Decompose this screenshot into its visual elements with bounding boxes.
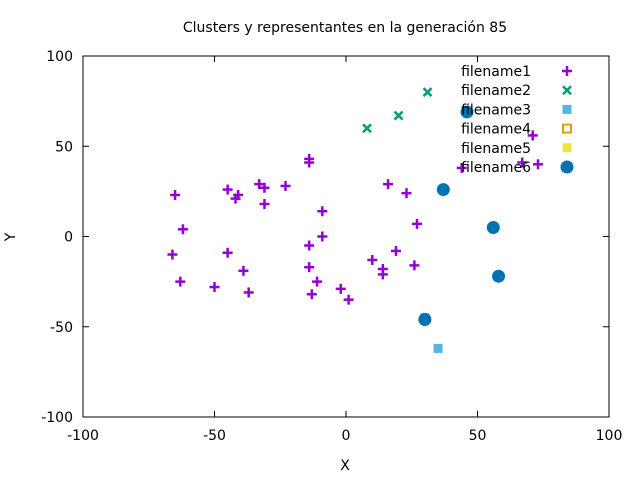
- x-tick-label: 0: [342, 428, 351, 444]
- data-point-filename1: [175, 276, 186, 287]
- data-point-filename1: [222, 247, 233, 258]
- data-point-filename1: [317, 231, 328, 242]
- x-axis: -100 -50 0 50 100: [67, 56, 622, 444]
- data-point-filename1: [304, 240, 315, 251]
- legend-marker: [562, 85, 572, 96]
- legend-label: filename3: [461, 102, 531, 118]
- data-point-filename1: [456, 162, 467, 173]
- legend-marker: [562, 123, 572, 134]
- data-point-filename1: [367, 254, 378, 265]
- legend-marker: [560, 160, 574, 174]
- data-point-filename6: [492, 269, 506, 283]
- data-point-filename2: [393, 110, 404, 121]
- data-point-filename1: [401, 188, 412, 199]
- data-point-filename1: [343, 294, 354, 305]
- data-point-filename2: [422, 87, 433, 97]
- legend: filename1 filename2 filename3 filename4 file…: [461, 64, 574, 176]
- legend-marker: [562, 66, 572, 76]
- data-point-filename1: [222, 184, 233, 195]
- data-point-filename1: [243, 287, 254, 298]
- data-point-filename1: [167, 249, 178, 260]
- data-point-filename1: [527, 130, 538, 141]
- y-tick-label: 50: [55, 139, 73, 155]
- data-point-filename6: [486, 220, 500, 234]
- legend-label: filename4: [461, 122, 531, 138]
- y-axis-label: Y: [3, 232, 19, 242]
- x-tick-label: -50: [203, 428, 226, 444]
- legend-marker: [562, 104, 572, 114]
- data-point-filename1: [312, 276, 323, 287]
- data-point-filename1: [532, 159, 543, 170]
- data-point-filename1: [238, 265, 249, 276]
- data-point-filename1: [335, 283, 346, 294]
- chart-title: Clusters y representantes en la generaci…: [183, 20, 507, 36]
- x-tick-label: 100: [596, 428, 623, 444]
- data-point-filename6: [460, 105, 474, 119]
- data-point-filename1: [517, 157, 528, 168]
- data-point-filename1: [177, 224, 188, 235]
- data-point-filename1: [377, 269, 388, 280]
- data-point-filename1: [390, 245, 401, 256]
- data-point-filename1: [304, 157, 315, 168]
- data-point-filename1: [383, 179, 394, 190]
- data-point-filename1: [259, 199, 270, 210]
- x-axis-label: X: [340, 458, 350, 474]
- legend-label: filename5: [461, 141, 531, 157]
- data-point-filename1: [280, 180, 291, 191]
- data-point-filename1: [254, 179, 265, 190]
- x-tick-label: 50: [469, 428, 487, 444]
- data-point-filename1: [304, 262, 315, 273]
- data-point-filename1: [259, 182, 270, 193]
- data-point-filename1: [209, 282, 220, 293]
- data-points: [167, 87, 543, 353]
- data-point-filename1: [317, 206, 328, 217]
- data-point-filename6: [418, 313, 432, 327]
- y-tick-label: 0: [64, 230, 73, 246]
- data-point-filename1: [233, 189, 244, 200]
- legend-marker: [562, 143, 572, 153]
- data-point-filename2: [362, 123, 372, 134]
- legend-label: filename6: [461, 160, 531, 176]
- x-tick-label: -100: [67, 428, 99, 444]
- legend-label: filename1: [461, 64, 531, 80]
- data-point-filename1: [409, 260, 420, 271]
- legend-label: filename2: [461, 83, 531, 99]
- data-point-filename3: [433, 343, 443, 353]
- y-axis: -100 -50 0 50 100: [41, 49, 609, 426]
- data-point-filename6: [436, 183, 450, 197]
- y-tick-label: -100: [41, 410, 73, 426]
- data-point-filename1: [412, 218, 423, 229]
- data-point-filename1: [170, 189, 181, 200]
- y-tick-label: -50: [50, 320, 73, 336]
- data-point-filename1: [306, 289, 317, 300]
- y-tick-label: 100: [46, 49, 73, 65]
